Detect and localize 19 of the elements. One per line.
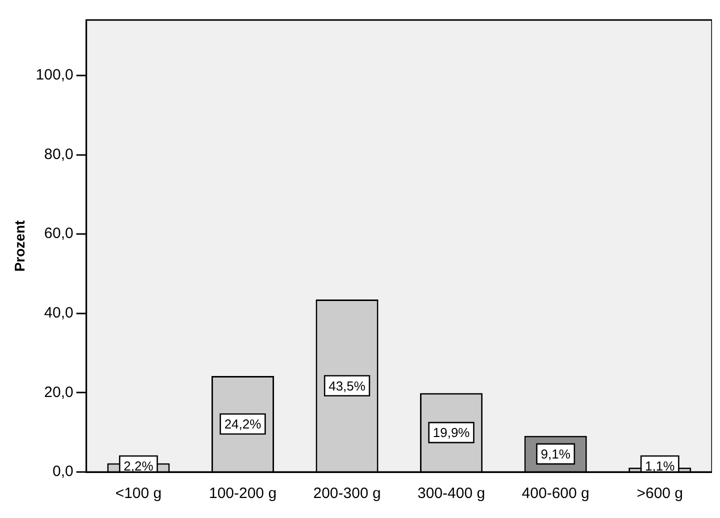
y-tick-label: 20,0 [44,384,74,401]
x-tick-label: 300-400 g [418,485,486,502]
x-tick-label: >600 g [636,485,684,502]
data-label: 2,2% [124,458,154,474]
y-tick-label: 80,0 [44,146,74,163]
data-label: 24,2% [224,416,262,432]
x-tick-label: 200-300 g [313,485,381,502]
y-tick-label: 0,0 [52,463,74,480]
data-label: 9,1% [540,446,571,462]
y-axis-title: Prozent [11,220,28,272]
y-tick-label: 100,0 [36,66,74,84]
x-tick-label: <100 g [115,485,162,502]
y-tick-label: 40,0 [44,304,74,322]
data-label: 19,9% [432,425,470,440]
data-label: 43,5% [328,378,366,394]
y-tick-label: 60,0 [44,225,74,242]
data-label: 1,1% [645,458,676,474]
x-tick-label: 100-200 g [208,485,277,502]
x-tick-label: 400-600 g [522,485,590,502]
